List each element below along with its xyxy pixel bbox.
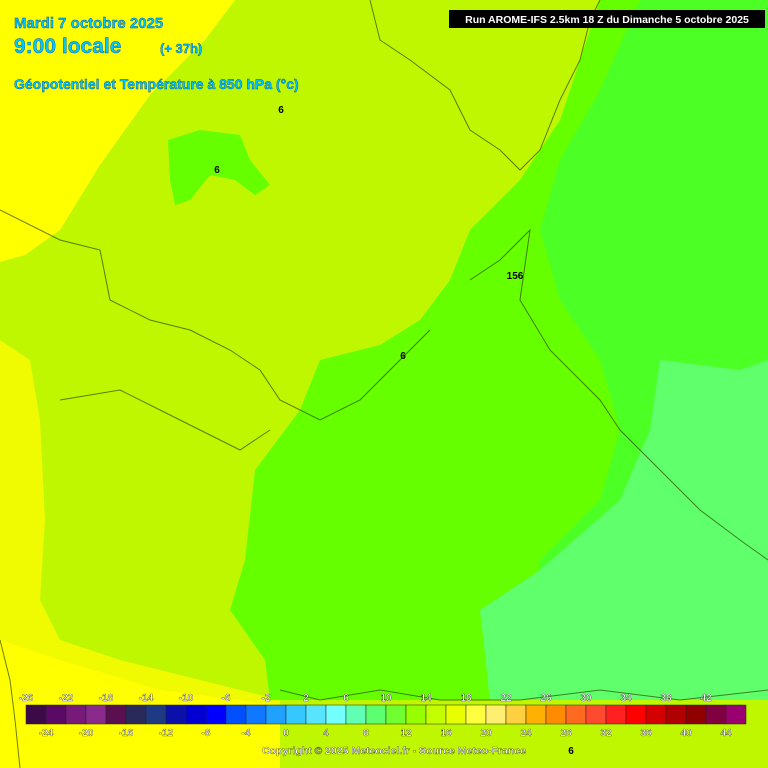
run-info: Run AROME-IFS 2.5km 18 Z du Dimanche 5 o… bbox=[465, 14, 749, 26]
scale-swatch bbox=[685, 704, 707, 725]
scale-swatch bbox=[405, 704, 427, 725]
scale-tick-label: 0 bbox=[283, 728, 289, 739]
green-zone bbox=[168, 130, 270, 205]
scale-swatch bbox=[585, 704, 607, 725]
scale-swatch bbox=[265, 704, 287, 725]
scale-tick-label: 6 bbox=[343, 693, 349, 704]
scale-swatch bbox=[625, 704, 647, 725]
scale-tick-label: 4 bbox=[323, 728, 329, 739]
scale-swatch bbox=[225, 704, 247, 725]
forecast-date: Mardi 7 octobre 2025 bbox=[14, 15, 163, 32]
contour-label: 6 bbox=[214, 165, 220, 176]
scale-swatch bbox=[365, 704, 387, 725]
scale-tick-label: -16 bbox=[119, 728, 134, 739]
run-box bbox=[449, 10, 765, 28]
scale-tick-label: 16 bbox=[440, 728, 452, 739]
scale-swatch bbox=[145, 704, 167, 725]
scale-tick-label: 26 bbox=[540, 693, 552, 704]
scale-tick-label: 42 bbox=[700, 693, 712, 704]
scale-tick-label: -24 bbox=[39, 728, 54, 739]
scale-tick-label: 38 bbox=[660, 693, 672, 704]
scale-tick-label: 12 bbox=[400, 728, 412, 739]
scale-swatch bbox=[565, 704, 587, 725]
scale-swatch bbox=[125, 704, 147, 725]
scale-tick-label: -2 bbox=[262, 693, 271, 704]
scale-swatch bbox=[605, 704, 627, 725]
scale-tick-label: -14 bbox=[139, 693, 154, 704]
scale-tick-label: 10 bbox=[380, 693, 392, 704]
copyright: Copyright © 2025 Meteociel.fr - Source M… bbox=[262, 745, 526, 757]
map-title: Géopotentiel et Température à 850 hPa (°… bbox=[14, 76, 299, 92]
scale-tick-label: -26 bbox=[19, 693, 34, 704]
scale-tick-label: 24 bbox=[520, 728, 532, 739]
scale-swatch bbox=[45, 704, 67, 725]
scale-swatch bbox=[185, 704, 207, 725]
scale-swatch bbox=[425, 704, 447, 725]
scale-swatch bbox=[105, 704, 127, 725]
contour-label: 6 bbox=[568, 746, 574, 757]
scale-swatch bbox=[485, 704, 507, 725]
scale-tick-label: 2 bbox=[303, 693, 309, 704]
contour-label: 6 bbox=[278, 105, 284, 116]
scale-tick-label: 14 bbox=[420, 693, 432, 704]
lead-time: (+ 37h) bbox=[160, 41, 202, 56]
scale-tick-label: 18 bbox=[460, 693, 472, 704]
scale-tick-label: 34 bbox=[620, 693, 632, 704]
scale-swatch bbox=[445, 704, 467, 725]
scale-tick-label: 8 bbox=[363, 728, 369, 739]
scale-swatch bbox=[525, 704, 547, 725]
scale-swatch bbox=[305, 704, 327, 725]
scale-swatch bbox=[345, 704, 367, 725]
scale-tick-label: -8 bbox=[202, 728, 211, 739]
scale-swatch bbox=[705, 704, 727, 725]
scale-swatch bbox=[545, 704, 567, 725]
scale-swatch bbox=[725, 704, 747, 725]
scale-swatch bbox=[85, 704, 107, 725]
scale-swatch bbox=[205, 704, 227, 725]
scale-swatch bbox=[505, 704, 527, 725]
scale-tick-label: -12 bbox=[159, 728, 174, 739]
scale-tick-label: -18 bbox=[99, 693, 114, 704]
scale-swatch bbox=[245, 704, 267, 725]
scale-tick-label: 32 bbox=[600, 728, 612, 739]
scale-tick-label: -20 bbox=[79, 728, 94, 739]
warm-zone bbox=[0, 0, 235, 262]
scale-tick-label: -22 bbox=[59, 693, 74, 704]
scale-tick-label: 30 bbox=[580, 693, 592, 704]
scale-swatch bbox=[465, 704, 487, 725]
contour-label: 6 bbox=[400, 351, 406, 362]
contour-label: 156 bbox=[507, 271, 524, 282]
scale-swatch bbox=[25, 704, 47, 725]
scale-swatch bbox=[165, 704, 187, 725]
scale-tick-label: -4 bbox=[242, 728, 251, 739]
scale-tick-label: 28 bbox=[560, 728, 572, 739]
scale-swatch bbox=[65, 704, 87, 725]
scale-swatch bbox=[665, 704, 687, 725]
scale-tick-label: 40 bbox=[680, 728, 692, 739]
forecast-time: 9:00 locale bbox=[14, 35, 121, 58]
warm-zone bbox=[0, 640, 280, 768]
scale-tick-label: 44 bbox=[720, 728, 732, 739]
scale-tick-label: 36 bbox=[640, 728, 652, 739]
scale-swatch bbox=[285, 704, 307, 725]
color-scale: -26-24-22-20-18-16-14-12-10-8-6-4-202468… bbox=[19, 693, 747, 739]
scale-tick-label: -6 bbox=[222, 693, 231, 704]
scale-swatch bbox=[645, 704, 667, 725]
scale-tick-label: 20 bbox=[480, 728, 492, 739]
scale-tick-label: 22 bbox=[500, 693, 512, 704]
scale-swatch bbox=[325, 704, 347, 725]
warm-zone bbox=[0, 340, 280, 768]
scale-tick-label: -10 bbox=[179, 693, 194, 704]
cool-zone bbox=[480, 360, 768, 700]
scale-swatch bbox=[385, 704, 407, 725]
